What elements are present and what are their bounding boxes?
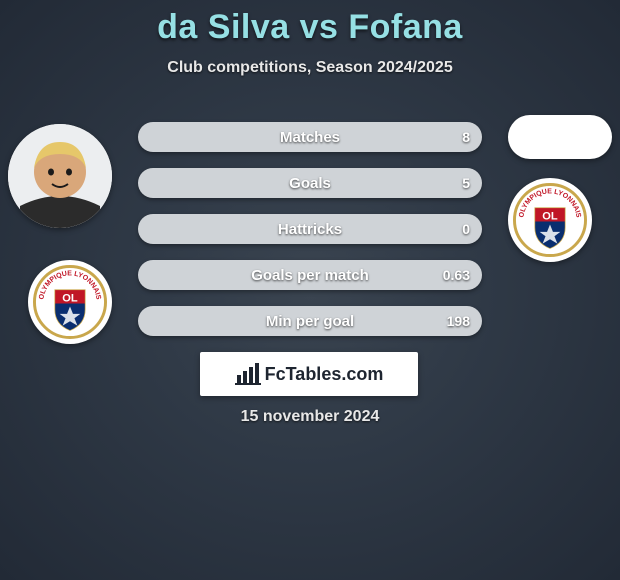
crest-right-svg: OLYMPIQUE LYONNAIS OL <box>513 183 587 257</box>
svg-text:OL: OL <box>542 210 558 222</box>
crest-right: OLYMPIQUE LYONNAIS OL <box>508 178 592 262</box>
stats-container: Matches 8 Goals 5 Hattricks 0 Goals per … <box>138 122 482 352</box>
watermark: FcTables.com <box>200 352 418 396</box>
stat-right-value: 8 <box>462 122 470 152</box>
stat-row-gpm: Goals per match 0.63 <box>138 260 482 290</box>
stat-label: Hattricks <box>138 214 482 244</box>
player-left-svg <box>8 124 112 228</box>
stat-row-matches: Matches 8 <box>138 122 482 152</box>
stat-row-goals: Goals 5 <box>138 168 482 198</box>
stat-label: Min per goal <box>138 306 482 336</box>
page-title: da Silva vs Fofana <box>0 0 620 47</box>
stat-label: Goals <box>138 168 482 198</box>
player-right-photo <box>508 115 612 159</box>
stat-right-value: 5 <box>462 168 470 198</box>
chart-icon <box>235 363 261 385</box>
svg-text:OL: OL <box>62 292 78 304</box>
player-left-photo <box>8 124 112 228</box>
stat-label: Matches <box>138 122 482 152</box>
watermark-text: FcTables.com <box>265 364 384 385</box>
stat-right-value: 0 <box>462 214 470 244</box>
crest-left: OLYMPIQUE LYONNAIS OL <box>28 260 112 344</box>
stat-row-hattricks: Hattricks 0 <box>138 214 482 244</box>
stat-right-value: 198 <box>447 306 470 336</box>
date: 15 november 2024 <box>0 408 620 426</box>
stat-right-value: 0.63 <box>443 260 470 290</box>
subtitle: Club competitions, Season 2024/2025 <box>0 59 620 77</box>
stat-row-mpg: Min per goal 198 <box>138 306 482 336</box>
stat-label: Goals per match <box>138 260 482 290</box>
crest-left-svg: OLYMPIQUE LYONNAIS OL <box>33 265 107 339</box>
